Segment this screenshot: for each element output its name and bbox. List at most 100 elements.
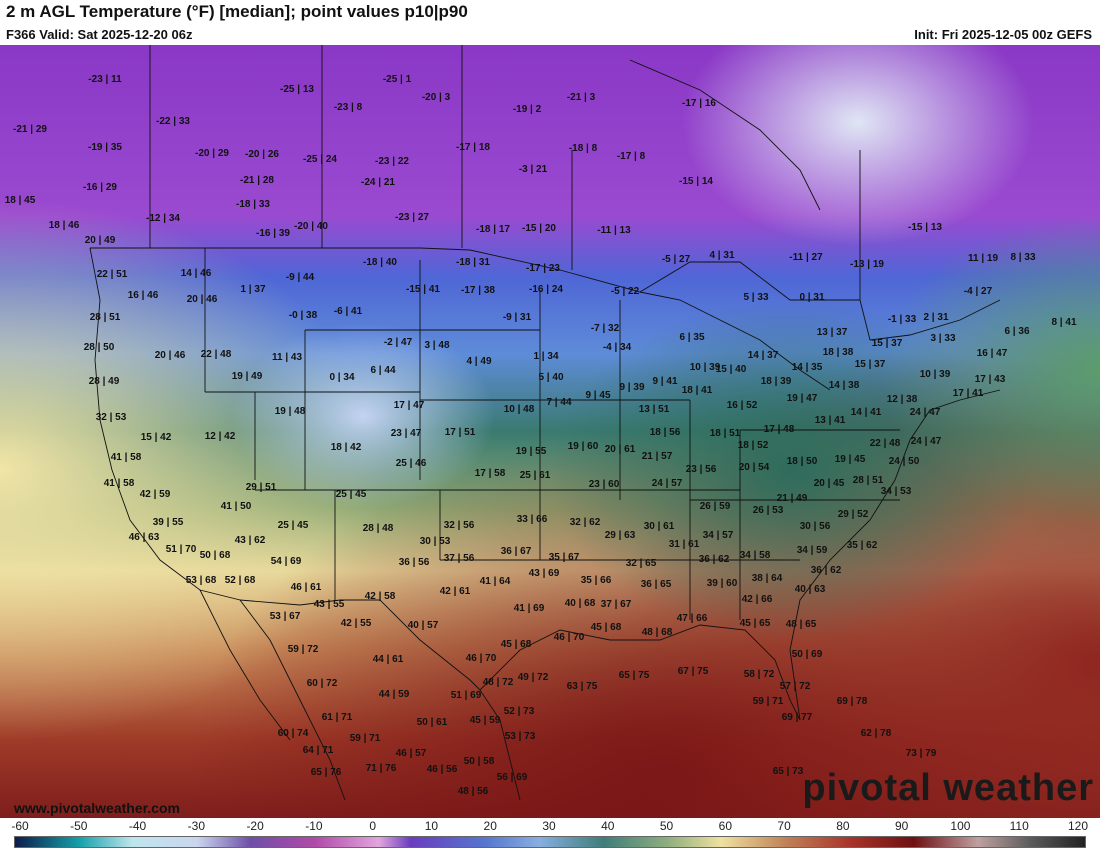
us-mexico-border <box>239 599 481 691</box>
pivotal-weather-logo: pivotal weather <box>802 767 1094 809</box>
point-value-label: -11 | 13 <box>597 225 631 236</box>
point-value-label: -5 | 22 <box>611 286 640 297</box>
point-value-label: 23 | 60 <box>589 479 620 490</box>
colorbar-ticks: -60 -50 -40 -30 -20 -10 0 10 20 30 40 50 60 70 80 90 100… <box>0 818 1100 834</box>
point-value-label: 18 | 52 <box>738 440 769 451</box>
point-value-label: 35 | 62 <box>847 540 878 551</box>
point-value-label: -15 | 13 <box>908 222 942 233</box>
point-value-label: 51 | 70 <box>166 544 197 555</box>
colorbar-tick-label: 110 <box>1009 819 1029 833</box>
point-value-label: -19 | 35 <box>88 142 122 153</box>
point-value-label: 35 | 66 <box>581 575 612 586</box>
point-value-label: 18 | 45 <box>5 195 36 206</box>
point-value-label: -19 | 2 <box>513 104 542 115</box>
point-value-label: 33 | 66 <box>517 514 548 525</box>
point-value-label: 39 | 55 <box>153 517 184 528</box>
point-value-label: -21 | 28 <box>240 175 274 186</box>
point-value-label: -22 | 33 <box>156 116 190 127</box>
point-value-label: 6 | 44 <box>370 365 395 376</box>
colorbar-tick-label: -60 <box>11 819 29 833</box>
site-url[interactable]: www.pivotalweather.com <box>14 800 180 816</box>
point-value-label: 29 | 63 <box>605 530 636 541</box>
point-value-label: 24 | 47 <box>910 407 941 418</box>
point-value-label: 19 | 45 <box>835 454 866 465</box>
point-value-label: 1 | 37 <box>240 284 265 295</box>
point-value-label: 65 | 76 <box>311 767 342 778</box>
point-value-label: 34 | 58 <box>740 550 771 561</box>
point-value-label: 22 | 48 <box>870 438 901 449</box>
point-value-label: 18 | 41 <box>682 385 713 396</box>
point-value-label: 25 | 45 <box>278 520 309 531</box>
atlantic-band <box>0 45 1100 818</box>
point-value-label: 4 | 31 <box>709 250 734 261</box>
point-value-label: 0 | 34 <box>329 372 354 383</box>
colorbar-tick-label: -20 <box>246 819 264 833</box>
point-value-label: 40 | 57 <box>408 620 439 631</box>
point-value-label: 46 | 63 <box>129 532 160 543</box>
point-value-label: 21 | 49 <box>777 493 808 504</box>
point-value-label: 36 | 62 <box>811 565 842 576</box>
point-value-label: 22 | 51 <box>97 269 128 280</box>
point-value-label: 5 | 33 <box>743 292 768 303</box>
point-value-label: 26 | 53 <box>753 505 784 516</box>
colorbar-tick-label: -30 <box>187 819 205 833</box>
point-value-label: 42 | 59 <box>140 489 171 500</box>
point-value-label: -18 | 33 <box>236 199 270 210</box>
point-value-label: 42 | 55 <box>341 618 372 629</box>
point-value-label: -4 | 27 <box>964 286 993 297</box>
point-value-label: 16 | 46 <box>128 290 159 301</box>
point-value-label: 59 | 71 <box>350 733 381 744</box>
point-value-label: 30 | 56 <box>800 521 831 532</box>
point-value-label: 11 | 19 <box>968 253 998 264</box>
colorbar-tick-label: -40 <box>128 819 147 833</box>
point-value-label: 10 | 39 <box>920 369 951 380</box>
point-value-label: -11 | 27 <box>789 252 823 263</box>
point-value-label: 53 | 68 <box>186 575 217 586</box>
baja-coastline <box>199 589 291 741</box>
point-value-label: 8 | 33 <box>1010 252 1035 263</box>
point-value-label: 13 | 51 <box>639 404 670 415</box>
point-value-label: 24 | 47 <box>911 436 942 447</box>
point-value-label: -3 | 21 <box>519 164 548 175</box>
point-value-label: 50 | 69 <box>792 649 823 660</box>
point-value-label: 48 | 56 <box>458 786 489 797</box>
point-value-label: -21 | 3 <box>567 92 596 103</box>
point-value-label: 41 | 64 <box>480 576 511 587</box>
point-value-label: 25 | 46 <box>396 458 427 469</box>
point-value-label: 18 | 46 <box>49 220 80 231</box>
point-value-label: -12 | 34 <box>146 213 180 224</box>
point-value-label: -9 | 44 <box>286 272 315 283</box>
point-value-label: 36 | 67 <box>501 546 532 557</box>
point-value-label: 17 | 43 <box>975 374 1006 385</box>
point-value-label: 20 | 54 <box>739 462 770 473</box>
point-value-label: 32 | 53 <box>96 412 127 423</box>
point-value-label: -25 | 1 <box>383 74 412 85</box>
point-value-label: 21 | 57 <box>642 451 673 462</box>
point-value-label: 15 | 40 <box>716 364 747 375</box>
point-value-label: 50 | 61 <box>417 717 448 728</box>
point-value-label: 4 | 49 <box>466 356 491 367</box>
point-value-label: 17 | 58 <box>475 468 506 479</box>
point-value-label: 54 | 69 <box>271 556 302 567</box>
point-value-label: 47 | 66 <box>677 613 708 624</box>
point-value-label: 64 | 71 <box>303 745 334 756</box>
point-value-label: 37 | 56 <box>444 553 475 564</box>
point-value-label: 14 | 37 <box>748 350 779 361</box>
point-value-label: -16 | 39 <box>256 228 290 239</box>
point-value-label: 14 | 41 <box>851 407 882 418</box>
point-value-label: 0 | 31 <box>799 292 824 303</box>
point-value-label: 65 | 75 <box>619 670 650 681</box>
point-value-label: 71 | 76 <box>366 763 397 774</box>
point-value-label: 38 | 64 <box>752 573 783 584</box>
us-canada-border <box>90 247 1001 341</box>
point-value-label: 23 | 47 <box>391 428 422 439</box>
point-value-label: 6 | 36 <box>1004 326 1029 337</box>
point-value-label: 50 | 68 <box>200 550 231 561</box>
map-canvas: -23 | 11 -25 | 13 -25 | 1 -20 | 3 -21 | 3 -17… <box>0 45 1100 818</box>
point-value-label: -16 | 24 <box>529 284 563 295</box>
point-value-label: 19 | 60 <box>568 441 599 452</box>
point-value-label: 32 | 56 <box>444 520 475 531</box>
boundary-lines <box>89 45 1001 801</box>
point-value-label: 52 | 68 <box>225 575 256 586</box>
colorbar-tick-label: 0 <box>369 819 376 833</box>
